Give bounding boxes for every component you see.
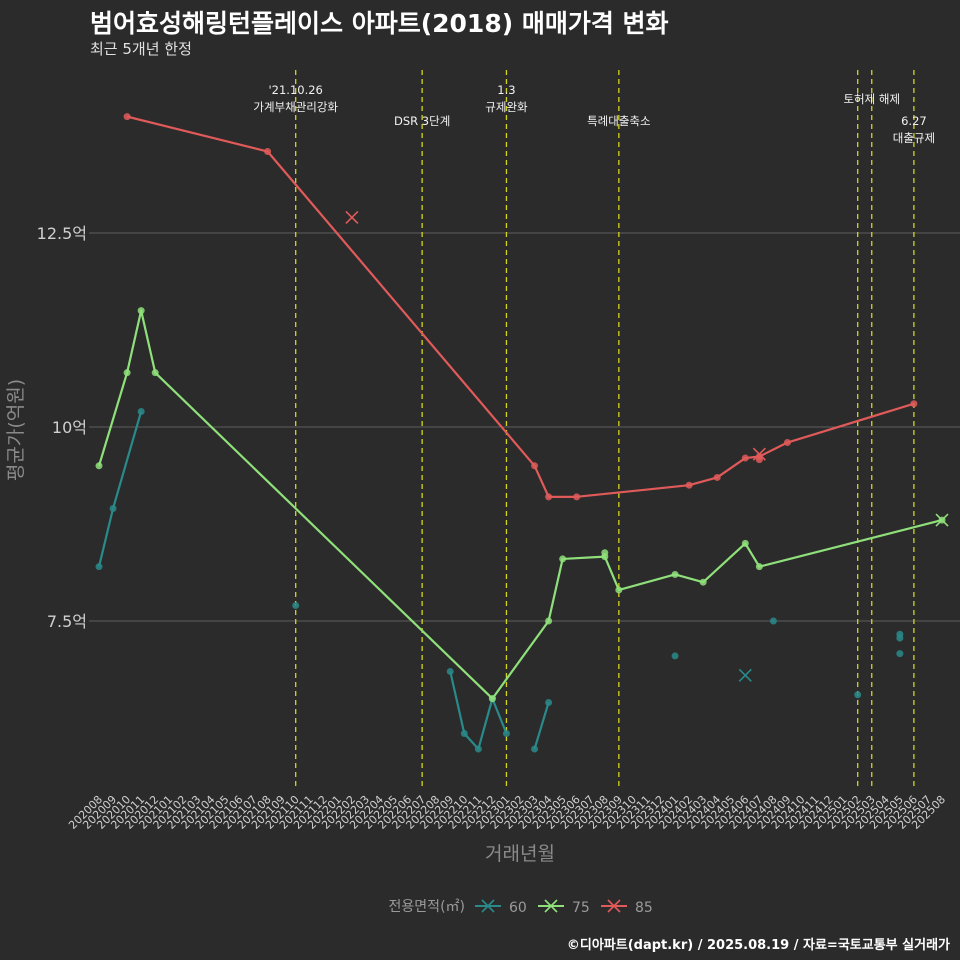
data-point <box>137 307 145 315</box>
legend-key-marker <box>544 899 558 913</box>
data-point <box>474 745 482 753</box>
data-point <box>671 570 679 578</box>
series-60 <box>95 407 904 753</box>
event-label: 대출규제 <box>893 131 935 145</box>
data-point <box>896 634 904 642</box>
event-label: 규제완화 <box>485 100 528 114</box>
series-75 <box>95 307 949 703</box>
legend-label: 75 <box>572 900 590 916</box>
x-marker <box>752 447 766 461</box>
data-point <box>685 481 693 489</box>
x-marker <box>738 668 752 682</box>
data-point <box>741 454 749 462</box>
data-point <box>559 555 567 563</box>
data-point <box>488 695 496 703</box>
event-label: '21.10.26 <box>269 83 323 97</box>
data-point <box>854 691 862 699</box>
event-label: 가계부채관리강화 <box>253 100 338 114</box>
data-point <box>531 745 539 753</box>
y-tick-label: 12.5억 <box>37 224 87 243</box>
data-point <box>446 667 454 675</box>
legend: 전용면적(㎡) 60 75 85 <box>389 899 653 916</box>
data-point <box>769 617 777 625</box>
data-point <box>502 730 510 738</box>
data-point <box>292 601 300 609</box>
x-marker <box>935 513 949 527</box>
data-point <box>755 563 763 571</box>
y-tick-label: 10억 <box>52 418 87 437</box>
data-point <box>123 113 131 121</box>
data-point <box>615 586 623 594</box>
source-caption: ©디아파트(dapt.kr) / 2025.08.19 / 자료=국토교통부 실… <box>566 938 950 953</box>
event-label: DSR 3단계 <box>394 114 450 128</box>
event-label: 1.3 <box>497 83 515 97</box>
data-point <box>95 462 103 470</box>
series-line <box>97 309 943 700</box>
series-line <box>533 702 550 750</box>
data-point <box>755 456 763 464</box>
event-label: 특례대출축소 <box>587 114 650 128</box>
data-point <box>699 578 707 586</box>
data-point <box>741 539 749 547</box>
data-point <box>95 563 103 571</box>
data-point <box>545 493 553 501</box>
legend-key-marker <box>481 899 495 913</box>
series-line <box>449 671 508 751</box>
data-point <box>151 369 159 377</box>
data-point <box>109 504 117 512</box>
series-line <box>126 115 915 498</box>
chart-title: 범어효성해링턴플레이스 아파트(2018) 매매가격 변화 <box>90 9 669 38</box>
x-marker <box>345 210 359 225</box>
legend-title: 전용면적(㎡) <box>389 899 465 915</box>
data-point <box>601 549 609 557</box>
data-point <box>896 650 904 658</box>
event-label: 6.27 <box>901 114 927 128</box>
data-point <box>545 617 553 625</box>
event-label: 토허제 해제 <box>843 92 900 106</box>
data-point <box>264 148 272 156</box>
data-point <box>137 407 145 415</box>
chart-subtitle: 최근 5개년 한정 <box>90 40 192 58</box>
data-point <box>573 493 581 501</box>
data-point <box>783 439 791 447</box>
x-axis-title: 거래년월 <box>485 843 555 865</box>
legend-label: 85 <box>635 900 653 916</box>
legend-label: 60 <box>509 900 527 916</box>
y-tick-label: 7.5억 <box>47 612 87 631</box>
data-point <box>531 462 539 470</box>
data-point <box>713 473 721 481</box>
series-85 <box>123 113 918 501</box>
data-point <box>671 652 679 660</box>
series-line <box>97 411 143 567</box>
data-point <box>460 730 468 738</box>
legend-key-marker <box>607 899 621 913</box>
data-point <box>123 369 131 377</box>
y-axis-title: 평균가(억원) <box>5 379 27 481</box>
data-point <box>910 400 918 408</box>
data-point <box>545 698 553 706</box>
